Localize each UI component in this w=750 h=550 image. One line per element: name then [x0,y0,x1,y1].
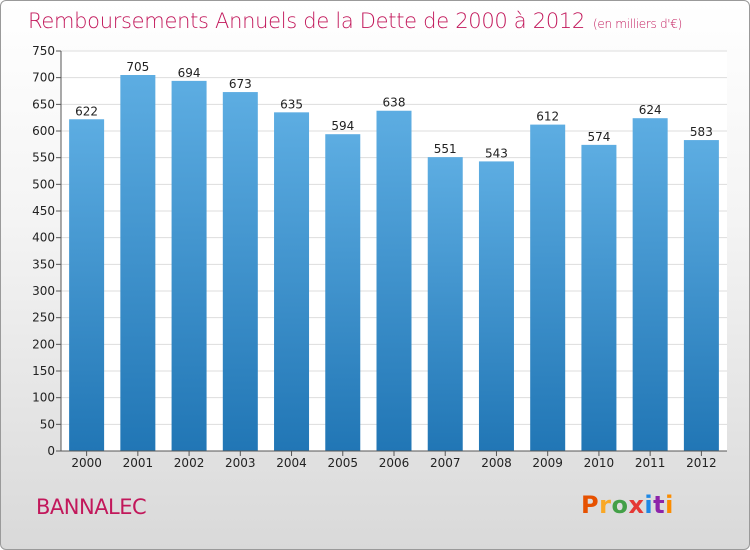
commune-name: BANNALEC [36,495,147,519]
data-label: 594 [331,119,354,133]
data-label: 574 [587,130,610,144]
x-tick-label: 2008 [481,456,512,470]
y-tick-label: 100 [32,391,55,405]
x-tick-label: 2006 [379,456,410,470]
x-tick-label: 2007 [430,456,461,470]
chart-title: Remboursements Annuels de la Dette de 20… [28,9,682,33]
bar [325,134,361,451]
logo-letter: i [665,491,674,519]
bars [69,75,719,452]
y-tick-label: 150 [32,364,55,378]
x-tick-label: 2005 [327,456,358,470]
chart-title-text: Remboursements Annuels de la Dette de 20… [28,9,585,33]
logo-letter: o [611,491,629,519]
bar [274,112,310,451]
x-tick-label: 2004 [276,456,307,470]
bar [171,80,207,451]
chart-subtitle: (en milliers d'€) [593,17,683,31]
logo-letter: P [581,491,600,519]
x-tick-label: 2002 [174,456,205,470]
data-label: 622 [75,104,98,118]
x-tick-label: 2009 [532,456,563,470]
bar [683,140,719,452]
data-label: 543 [485,146,508,160]
data-label: 612 [536,110,559,124]
data-label: 551 [434,142,457,156]
x-tick-label: 2011 [635,456,666,470]
data-labels: 622 705 694 673 635 594 638 551 543 612 574 624 583 [75,60,713,160]
x-tick-label: 2010 [584,456,615,470]
y-tick-label: 750 [32,44,55,58]
bar [376,110,412,451]
x-tick-label: 2003 [225,456,256,470]
y-tick-label: 650 [32,97,55,111]
data-label: 624 [639,103,662,117]
y-tick-label: 300 [32,284,55,298]
data-label: 583 [690,125,713,139]
bar [632,118,668,451]
logo-letter: i [644,491,654,519]
y-tick-label: 400 [32,231,55,245]
data-label: 673 [229,77,252,91]
logo-letter: t [653,491,666,519]
y-tick-label: 50 [40,417,55,431]
x-tick-label: 2012 [686,456,717,470]
y-tick-label: 200 [32,337,55,351]
logo-letter: x [628,491,645,519]
axes: 0 50 100 150 200 250 300 350 400 450 500 550 600 650 7… [32,44,727,470]
x-tick-label: 2000 [71,456,102,470]
y-tick-label: 0 [47,444,55,458]
x-tick-label: 2001 [123,456,154,470]
data-label: 694 [178,66,201,80]
y-tick-label: 450 [32,204,55,218]
y-tick-label: 550 [32,151,55,165]
data-label: 705 [126,60,149,74]
bar [427,157,463,451]
logo-letter: r [599,491,612,519]
y-tick-label: 250 [32,311,55,325]
bar [120,75,156,451]
data-label: 638 [383,96,406,110]
bar [478,161,514,451]
bar [222,92,258,452]
bar [69,119,105,452]
bar [530,124,566,451]
data-label: 635 [280,97,303,111]
y-tick-label: 500 [32,177,55,191]
bar [581,144,617,451]
y-tick-label: 700 [32,71,55,85]
y-tick-label: 600 [32,124,55,138]
proxiti-logo: Proxiti [581,491,674,519]
y-tick-label: 350 [32,257,55,271]
